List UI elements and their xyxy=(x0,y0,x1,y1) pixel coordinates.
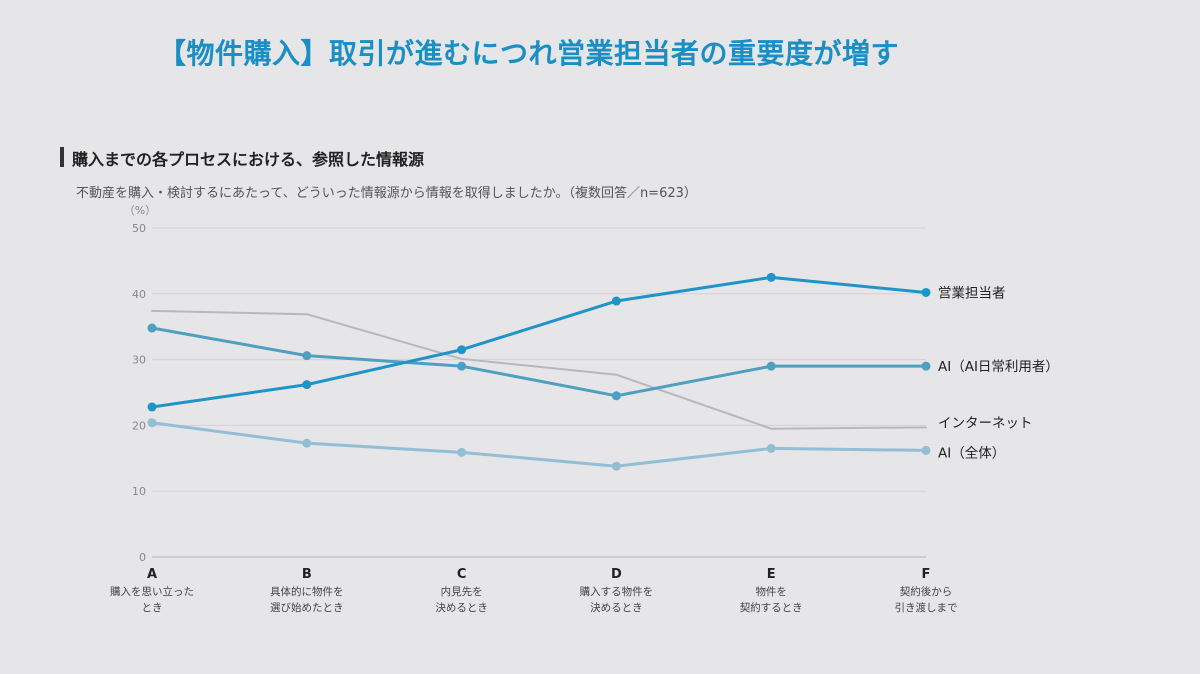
y-tick-label: 40 xyxy=(132,288,146,301)
section-marker xyxy=(60,147,64,167)
x-tick-letter: F xyxy=(922,567,931,582)
x-tick-description: 購入する物件を xyxy=(580,585,654,598)
section-title: 購入までの各プロセスにおける、参照した情報源 xyxy=(72,150,425,169)
x-tick-description: 引き渡しまで xyxy=(895,601,958,614)
data-point-ai_daily xyxy=(302,351,312,361)
x-tick-description: 具体的に物件を xyxy=(270,585,344,598)
data-point-ai_all xyxy=(302,438,312,448)
data-point-sales xyxy=(921,287,931,297)
page-title: 【物件購入】取引が進むにつれ営業担当者の重要度が増す xyxy=(158,37,900,70)
series-lines xyxy=(147,272,931,471)
data-point-ai_all xyxy=(457,447,467,457)
x-tick-letter: B xyxy=(302,567,312,582)
x-tick-letter: D xyxy=(611,567,622,582)
series-line-sales xyxy=(150,275,928,409)
x-tick-description: 契約するとき xyxy=(740,601,803,614)
x-tick-letter: C xyxy=(457,567,467,582)
x-tick-description: 購入を思い立った xyxy=(110,585,194,598)
data-point-ai_daily xyxy=(457,361,467,371)
series-label-sales: 営業担当者 xyxy=(938,285,1006,301)
x-tick-letter: A xyxy=(147,567,157,582)
data-point-sales xyxy=(147,402,157,412)
data-point-ai_daily xyxy=(921,361,931,371)
y-tick-label: 0 xyxy=(139,551,146,564)
data-point-sales xyxy=(457,345,467,355)
x-tick-letter: E xyxy=(767,567,776,582)
x-tick-description: 内見先を xyxy=(441,585,483,598)
series-label-ai_all: AI（全体） xyxy=(938,444,1005,461)
x-tick-description: 契約後から xyxy=(900,585,953,598)
chart-grid xyxy=(152,227,926,558)
x-tick-description: とき xyxy=(142,602,163,614)
data-point-ai_all xyxy=(766,443,776,453)
data-point-ai_daily xyxy=(147,323,157,333)
y-unit-label: （%） xyxy=(124,204,156,217)
y-axis: 0 10 20 30 40 50 （%） xyxy=(124,204,156,564)
y-tick-label: 20 xyxy=(132,419,146,432)
data-point-ai_all xyxy=(921,445,931,455)
y-tick-label: 10 xyxy=(132,485,146,498)
survey-question: 不動産を購入・検討するにあたって、どういった情報源から情報を取得しましたか。（複… xyxy=(76,186,697,201)
data-point-sales xyxy=(302,380,312,390)
series-label-ai_daily: AI（AI日常利用者） xyxy=(938,359,1059,375)
x-tick-description: 選び始めたとき xyxy=(270,601,344,614)
series-labels: 営業担当者 AI（AI日常利用者） インターネット AI（全体） xyxy=(938,285,1059,461)
data-point-ai_all xyxy=(611,461,621,471)
data-point-ai_daily xyxy=(611,391,621,401)
x-tick-description: 決めるとき xyxy=(590,602,643,614)
series-label-internet: インターネット xyxy=(938,415,1033,431)
data-point-sales xyxy=(766,272,776,282)
series-line-ai_all xyxy=(150,421,928,468)
data-point-sales xyxy=(611,296,621,306)
data-point-ai_daily xyxy=(766,361,776,371)
data-point-ai_all xyxy=(147,418,157,428)
x-tick-description: 物件を xyxy=(755,585,787,598)
series-line-ai_daily xyxy=(150,326,928,398)
x-tick-description: 決めるとき xyxy=(435,602,488,614)
y-tick-label: 50 xyxy=(132,222,146,235)
y-tick-label: 30 xyxy=(132,354,146,367)
series-line-internet xyxy=(151,309,927,430)
